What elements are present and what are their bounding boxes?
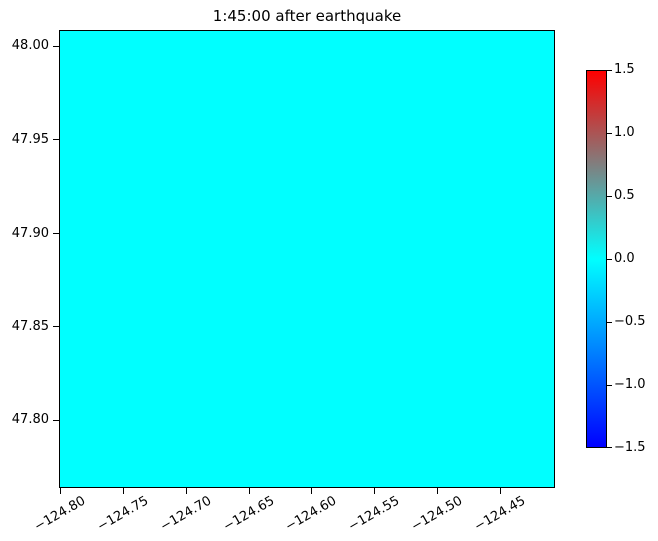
colorbar-tick-mark — [607, 447, 612, 448]
colorbar-tick-mark — [607, 70, 612, 71]
x-tick-mark — [437, 488, 438, 494]
colorbar-tick-mark — [607, 322, 612, 323]
colorbar-tick-mark — [607, 196, 612, 197]
y-tick-label: 47.80 — [11, 412, 49, 427]
colorbar-tick-label: −1.0 — [614, 377, 646, 392]
colorbar-tick-label: 1.5 — [614, 62, 635, 77]
x-tick-label: −124.75 — [94, 493, 152, 535]
colorbar-tick-mark — [607, 259, 612, 260]
colorbar-tick-mark — [607, 385, 612, 386]
chart-title: 1:45:00 after earthquake — [212, 7, 402, 25]
x-tick-label: −124.50 — [408, 493, 466, 535]
colorbar-tick-label: −0.5 — [614, 314, 646, 329]
x-tick-mark — [500, 488, 501, 494]
x-tick-label: −124.55 — [345, 493, 403, 535]
y-tick-mark — [53, 139, 59, 140]
colorbar-tick-label: 0.5 — [614, 188, 635, 203]
colorbar-tick-label: 1.0 — [614, 125, 635, 140]
x-tick-mark — [374, 488, 375, 494]
y-tick-mark — [53, 326, 59, 327]
plot-area — [59, 30, 555, 488]
x-tick-mark — [311, 488, 312, 494]
y-tick-label: 48.00 — [11, 38, 49, 53]
x-tick-mark — [249, 488, 250, 494]
x-tick-label: −124.80 — [31, 493, 89, 535]
x-tick-mark — [60, 488, 61, 494]
x-tick-label: −124.60 — [282, 493, 340, 535]
colorbar-tick-label: 0.0 — [614, 251, 635, 266]
y-tick-label: 47.90 — [11, 226, 49, 241]
colorbar-tick-label: −1.5 — [614, 440, 646, 455]
colorbar-tick-mark — [607, 133, 612, 134]
y-tick-mark — [53, 233, 59, 234]
y-tick-mark — [53, 46, 59, 47]
x-tick-mark — [186, 488, 187, 494]
y-tick-label: 47.95 — [11, 132, 49, 147]
x-tick-label: −124.65 — [220, 493, 278, 535]
y-tick-mark — [53, 420, 59, 421]
x-tick-label: −124.70 — [157, 493, 215, 535]
x-tick-mark — [123, 488, 124, 494]
colorbar-gradient — [586, 70, 607, 448]
x-tick-label: −124.45 — [471, 493, 529, 535]
y-tick-label: 47.85 — [11, 319, 49, 334]
